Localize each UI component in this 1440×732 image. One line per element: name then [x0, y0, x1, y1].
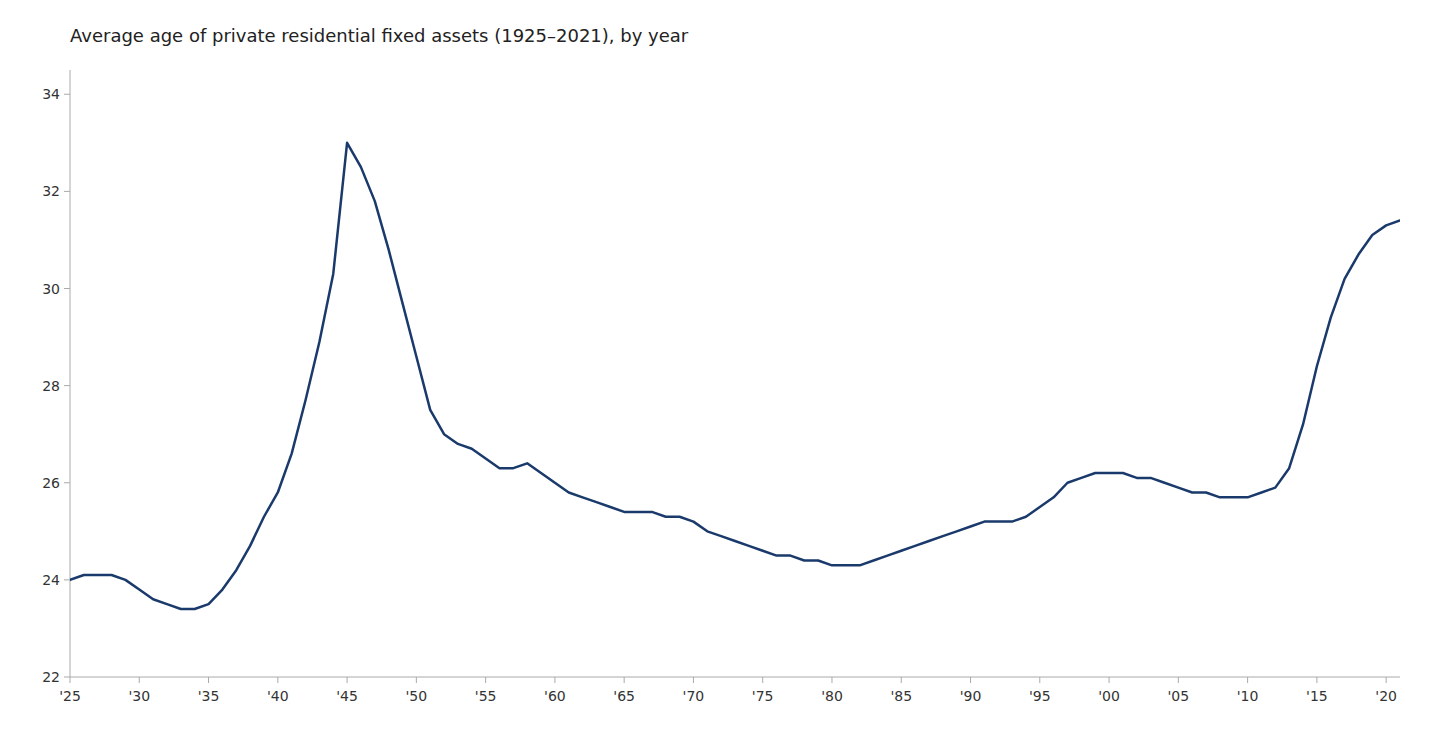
- x-tick: [70, 677, 71, 683]
- x-tick: [693, 677, 694, 683]
- x-tick: [347, 677, 348, 683]
- y-tick: [64, 191, 70, 192]
- y-axis-line: [70, 70, 71, 677]
- y-tick-label: 26: [42, 475, 60, 491]
- y-axis: 22 24 26 28 30 32 34: [42, 86, 70, 685]
- x-tick-label: '60: [544, 688, 566, 704]
- background: [0, 0, 1440, 732]
- x-tick-label: '05: [1167, 688, 1189, 704]
- x-tick-label: '65: [613, 688, 635, 704]
- x-tick-label: '85: [890, 688, 912, 704]
- chart-container: Average age of private residential fixed…: [0, 0, 1440, 732]
- x-tick: [762, 677, 763, 683]
- y-tick-label: 24: [42, 572, 60, 588]
- x-tick: [1316, 677, 1317, 683]
- x-tick-label: '10: [1237, 688, 1259, 704]
- x-tick: [485, 677, 486, 683]
- x-tick: [1109, 677, 1110, 683]
- x-tick: [970, 677, 971, 683]
- x-tick: [208, 677, 209, 683]
- y-tick: [64, 677, 70, 678]
- plot-area: [70, 143, 1400, 609]
- y-tick-label: 28: [42, 378, 60, 394]
- x-tick-label: '75: [752, 688, 774, 704]
- data-line: [70, 143, 1400, 609]
- x-tick: [901, 677, 902, 683]
- x-tick-label: '70: [683, 688, 705, 704]
- x-tick: [416, 677, 417, 683]
- x-tick-label: '20: [1375, 688, 1397, 704]
- y-tick-label: 34: [42, 86, 60, 102]
- y-tick: [64, 579, 70, 580]
- x-tick-label: '00: [1098, 688, 1120, 704]
- y-tick-label: 30: [42, 281, 60, 297]
- x-tick-label: '50: [406, 688, 428, 704]
- x-tick: [139, 677, 140, 683]
- x-tick: [1178, 677, 1179, 683]
- x-tick-label: '30: [128, 688, 150, 704]
- y-tick-label: 32: [42, 183, 60, 199]
- title: Average age of private residential fixed…: [70, 25, 689, 46]
- x-tick-label: '55: [475, 688, 497, 704]
- x-tick-label: '25: [59, 688, 81, 704]
- y-tick: [64, 94, 70, 95]
- x-tick: [831, 677, 832, 683]
- y-tick: [64, 482, 70, 483]
- x-tick: [1386, 677, 1387, 683]
- y-tick: [64, 385, 70, 386]
- x-axis-line: [70, 677, 1400, 678]
- x-tick-label: '40: [267, 688, 289, 704]
- x-tick-label: '15: [1306, 688, 1328, 704]
- x-tick: [624, 677, 625, 683]
- y-tick-label: 22: [42, 669, 60, 685]
- x-tick-label: '80: [821, 688, 843, 704]
- x-tick: [1247, 677, 1248, 683]
- x-axis: '25 '30 '35 '40 '45 '50 '55 '60 '65 '70 '75 '80 '85 '…: [59, 677, 1397, 704]
- x-tick-label: '35: [198, 688, 220, 704]
- chart: Average age of private residential fixed…: [0, 0, 1440, 732]
- x-tick-label: '90: [960, 688, 982, 704]
- y-tick: [64, 288, 70, 289]
- x-tick: [554, 677, 555, 683]
- x-tick: [1039, 677, 1040, 683]
- x-tick-label: '95: [1029, 688, 1051, 704]
- x-tick-label: '45: [336, 688, 358, 704]
- x-tick: [277, 677, 278, 683]
